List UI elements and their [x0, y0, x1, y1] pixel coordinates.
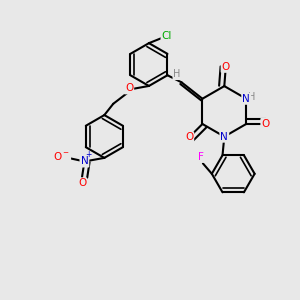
Text: O: O	[261, 119, 270, 129]
Text: O: O	[222, 62, 230, 72]
Text: O$^-$: O$^-$	[53, 150, 70, 162]
Text: H: H	[173, 69, 181, 79]
Text: N: N	[81, 156, 88, 167]
Text: O: O	[125, 83, 133, 93]
Text: H: H	[248, 92, 255, 102]
Text: O: O	[185, 132, 193, 142]
Text: +: +	[86, 150, 92, 159]
Text: O: O	[78, 178, 86, 188]
Text: N: N	[220, 132, 228, 142]
Text: F: F	[199, 152, 204, 162]
Text: N: N	[242, 94, 250, 104]
Text: Cl: Cl	[162, 31, 172, 41]
